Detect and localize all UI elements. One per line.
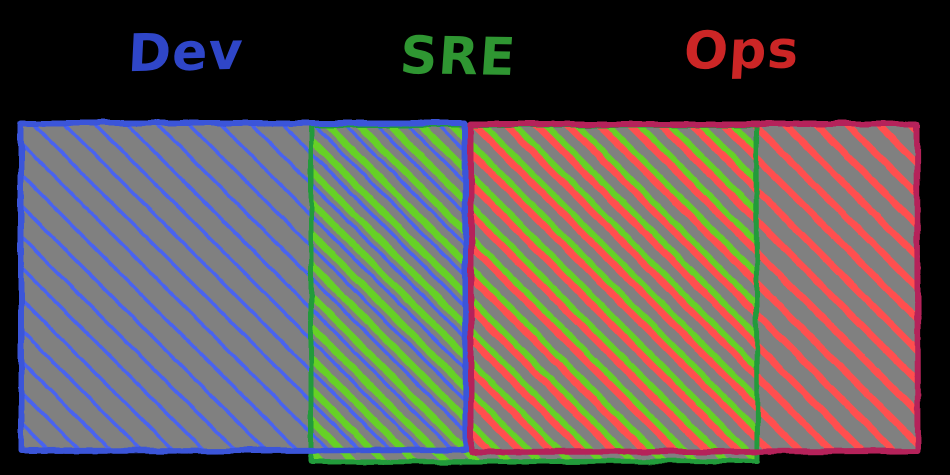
region-borders xyxy=(18,120,921,465)
hatch-ops-group xyxy=(470,123,918,452)
region-border-dev xyxy=(18,120,469,454)
series-label-dev: Dev xyxy=(126,21,245,85)
series-label-sre: SRE xyxy=(397,26,519,88)
region-border-ops xyxy=(468,121,921,455)
hatch-layers xyxy=(20,122,918,462)
hatch-dev-group xyxy=(20,122,466,451)
series-label-ops: Ops xyxy=(682,20,802,82)
